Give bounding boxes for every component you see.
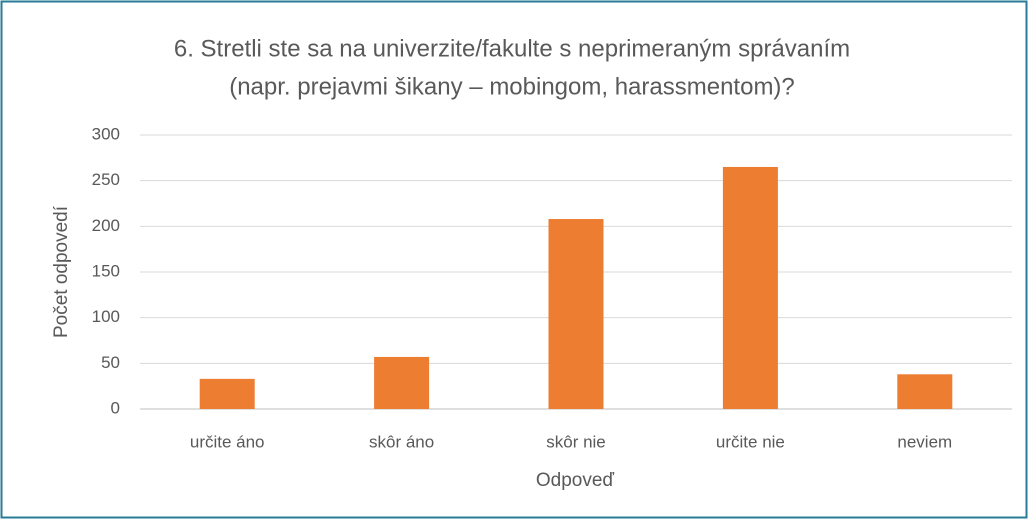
y-tick-label: 50: [101, 353, 120, 372]
chart-title-line: 6. Stretli ste sa na univerzite/fakulte …: [174, 35, 850, 62]
y-tick-label: 0: [111, 398, 120, 417]
bar: [374, 356, 430, 409]
x-tick-label: skôr nie: [546, 432, 606, 451]
x-tick-label: skôr áno: [369, 432, 434, 451]
x-tick-label: neviem: [897, 432, 952, 451]
x-tick-label: určite áno: [190, 432, 265, 451]
bar: [722, 166, 778, 409]
y-tick-label: 250: [92, 170, 120, 189]
chart-title-line: (napr. prejavmi šikany – mobingom, haras…: [229, 73, 795, 100]
y-tick-label: 300: [92, 124, 120, 143]
y-tick-label: 200: [92, 216, 120, 235]
y-tick-label: 100: [92, 307, 120, 326]
bar: [548, 219, 604, 409]
y-tick-label: 150: [92, 261, 120, 280]
x-tick-label: určite nie: [716, 432, 785, 451]
bar: [199, 378, 255, 409]
bar: [897, 374, 953, 409]
x-axis-title: Odpoveď: [536, 470, 615, 491]
y-axis-title: Počet odpovedí: [51, 205, 72, 338]
